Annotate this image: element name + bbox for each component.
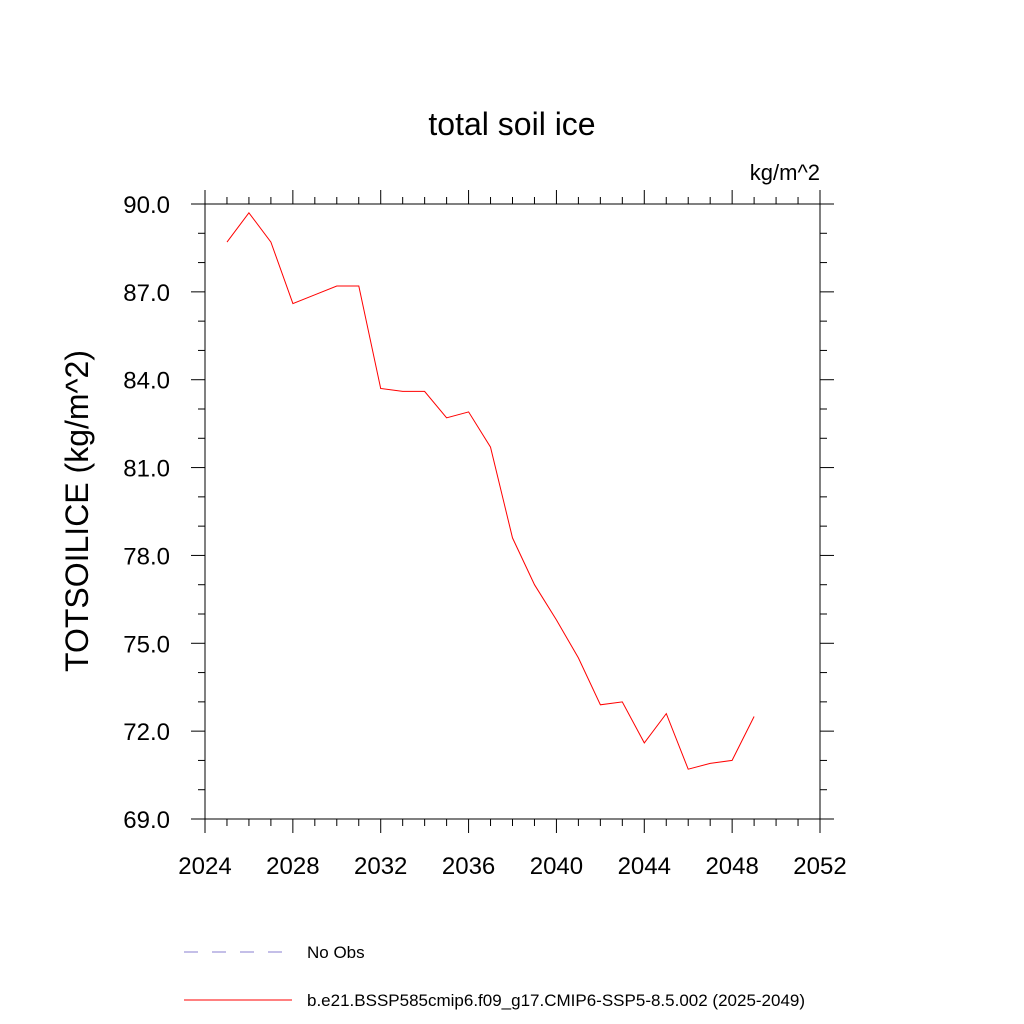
y-tick-group: 69.0 72.0 75.0 78.0 81.0 84.0 87.0 90.0 [123,192,834,834]
units-label: kg/m^2 [750,160,820,185]
x-tick-group: 2024 2028 2032 2036 2040 2044 2048 2052 [178,190,847,880]
y-tick-label: 90.0 [123,192,170,219]
legend-label-no-obs: No Obs [307,943,365,962]
x-tick-label: 2024 [178,853,231,880]
y-tick-label: 72.0 [123,719,170,746]
plot-frame [204,203,821,820]
x-tick-label: 2044 [618,853,671,880]
y-tick-label: 69.0 [123,807,170,834]
x-tick-label: 2036 [442,853,495,880]
x-tick-label: 2040 [530,853,583,880]
legend: No Obs b.e21.BSSP585cmip6.f09_g17.CMIP6-… [184,943,805,1010]
y-axis-label: TOTSOILICE (kg/m^2) [59,350,95,672]
chart-title: total soil ice [428,106,595,142]
legend-label-ssp585: b.e21.BSSP585cmip6.f09_g17.CMIP6-SSP5-8.… [307,991,805,1010]
y-tick-label: 78.0 [123,543,170,570]
x-tick-label: 2048 [705,853,758,880]
y-tick-label: 87.0 [123,280,170,307]
x-tick-label: 2032 [354,853,407,880]
series-line-0 [226,211,755,770]
y-tick-label: 81.0 [123,456,170,483]
y-tick-label: 75.0 [123,631,170,658]
series-group [226,211,755,770]
x-tick-label: 2028 [266,853,319,880]
x-tick-label: 2052 [793,853,846,880]
y-tick-label: 84.0 [123,368,170,395]
